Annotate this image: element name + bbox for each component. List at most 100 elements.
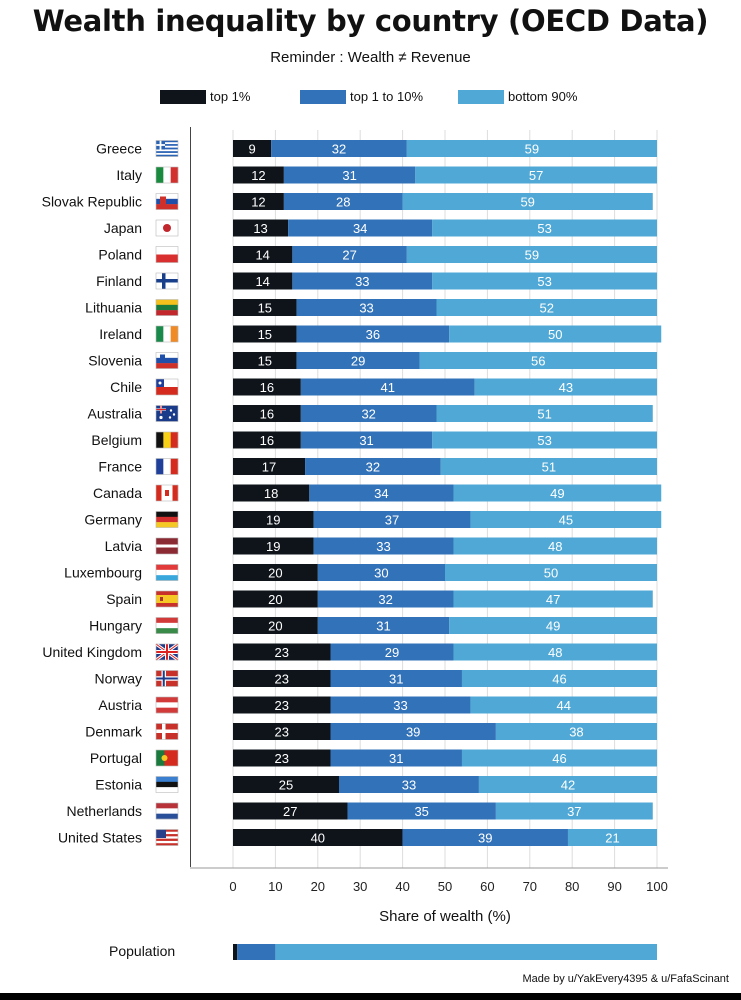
- data-label: 30: [374, 566, 388, 581]
- data-label: 32: [332, 142, 346, 157]
- legend-swatch-top1to10: [300, 90, 346, 104]
- data-label: 59: [520, 195, 534, 210]
- country-label: Lithuania: [85, 300, 142, 316]
- italy-flag-icon: [155, 166, 179, 184]
- bar-segment-bottom90: [461, 670, 657, 687]
- legend-swatch-top1: [160, 90, 206, 104]
- x-tick-label: 10: [268, 879, 282, 894]
- country-label: France: [98, 459, 142, 475]
- data-label: 19: [266, 513, 280, 528]
- x-tick-label: 60: [480, 879, 494, 894]
- data-label: 12: [251, 168, 265, 183]
- data-label: 45: [559, 513, 573, 528]
- data-label: 33: [393, 698, 407, 713]
- data-label: 53: [537, 221, 551, 236]
- bar-segment-bottom90: [440, 458, 657, 475]
- bar-segment-top1to10: [330, 749, 462, 767]
- denmark-flag-icon: [155, 723, 179, 740]
- data-label: 14: [255, 248, 269, 263]
- data-label: 46: [552, 751, 566, 766]
- data-label: 38: [569, 725, 583, 740]
- bar-segment-bottom90: [436, 405, 653, 422]
- legend-item-top1: top 1%: [160, 89, 300, 105]
- legend-label-bottom90: bottom 90%: [508, 89, 578, 104]
- country-label: Japan: [104, 220, 142, 236]
- data-label: 23: [275, 672, 289, 687]
- bar-segment-top1: [233, 537, 314, 555]
- bar-segment-top1: [233, 802, 348, 820]
- x-tick-label: 20: [311, 879, 325, 894]
- austria-flag-icon: [155, 696, 179, 714]
- bar-segment-top1to10: [283, 193, 403, 210]
- data-label: 41: [381, 380, 395, 395]
- bar-segment-top1: [233, 696, 331, 714]
- data-label: 36: [366, 327, 380, 342]
- footer-bar: [0, 993, 741, 1000]
- plot-frame-left: [190, 127, 191, 867]
- bar-segment-top1: [233, 166, 284, 184]
- bar-segment-top1to10: [296, 325, 450, 343]
- data-label: 18: [264, 486, 278, 501]
- country-label: United Kingdom: [42, 644, 142, 660]
- bar-segment-top1: [233, 405, 301, 422]
- legend-item-top1to10: top 1 to 10%: [300, 89, 450, 105]
- bar-segment-bottom90: [474, 378, 657, 396]
- country-label: Poland: [98, 247, 142, 263]
- country-label: Portugal: [90, 750, 142, 766]
- france-flag-icon: [155, 458, 179, 475]
- portugal-flag-icon: [155, 749, 179, 767]
- legend-label-top1to10: top 1 to 10%: [350, 89, 423, 104]
- data-label: 39: [478, 831, 492, 846]
- country-label: Greece: [96, 141, 142, 157]
- data-label: 59: [525, 142, 539, 157]
- country-label: Hungary: [89, 618, 142, 634]
- legend-swatch-bottom90: [458, 90, 504, 104]
- data-label: 33: [376, 539, 390, 554]
- country-label: Italy: [116, 167, 142, 183]
- legend-label-top1: top 1%: [210, 89, 251, 104]
- data-label: 49: [546, 619, 560, 634]
- bar-segment-bottom90: [461, 749, 657, 767]
- bar-segment-top1: [233, 219, 289, 237]
- bar-segment-bottom90: [432, 431, 657, 449]
- bar-segment-bottom90: [436, 299, 657, 316]
- norway-flag-icon: [155, 670, 179, 687]
- luxembourg-flag-icon: [155, 564, 179, 581]
- hungary-flag-icon: [155, 617, 179, 634]
- ireland-flag-icon: [155, 325, 179, 343]
- canada-flag-icon: [155, 484, 179, 502]
- spain-flag-icon: [155, 590, 179, 608]
- bar-segment-bottom90: [402, 193, 653, 210]
- belgium-flag-icon: [155, 431, 179, 449]
- bar-segment-top1: [233, 458, 306, 475]
- bar-segment-bottom90: [406, 246, 657, 263]
- x-tick-label: 70: [523, 879, 537, 894]
- data-label: 14: [255, 274, 269, 289]
- bar-segment-top1: [233, 378, 301, 396]
- country-label: Canada: [93, 485, 142, 501]
- data-label: 31: [376, 619, 390, 634]
- bar-segment-bottom90: [449, 617, 657, 634]
- population-bar-segment-top1to10: [237, 944, 276, 960]
- bar-segment-top1to10: [330, 723, 496, 740]
- bar-segment-bottom90: [453, 537, 657, 555]
- bar-segment-bottom90: [453, 643, 657, 661]
- bar-segment-top1to10: [296, 352, 420, 369]
- bar-segment-top1to10: [309, 484, 454, 502]
- x-tick-label: 40: [395, 879, 409, 894]
- data-label: 52: [540, 301, 554, 316]
- data-label: 33: [359, 301, 373, 316]
- country-label: Luxembourg: [64, 565, 142, 581]
- bar-segment-bottom90: [406, 140, 657, 157]
- bar-segment-top1: [233, 617, 318, 634]
- country-label: Ireland: [99, 326, 142, 342]
- country-label: Finland: [96, 273, 142, 289]
- x-tick-label: 30: [353, 879, 367, 894]
- data-label: 44: [556, 698, 570, 713]
- greece-flag-icon: [155, 140, 179, 157]
- data-label: 32: [361, 407, 375, 422]
- data-label: 20: [268, 619, 282, 634]
- bar-segment-top1: [233, 272, 293, 290]
- bar-segment-top1: [233, 352, 297, 369]
- bar-segment-top1to10: [330, 670, 462, 687]
